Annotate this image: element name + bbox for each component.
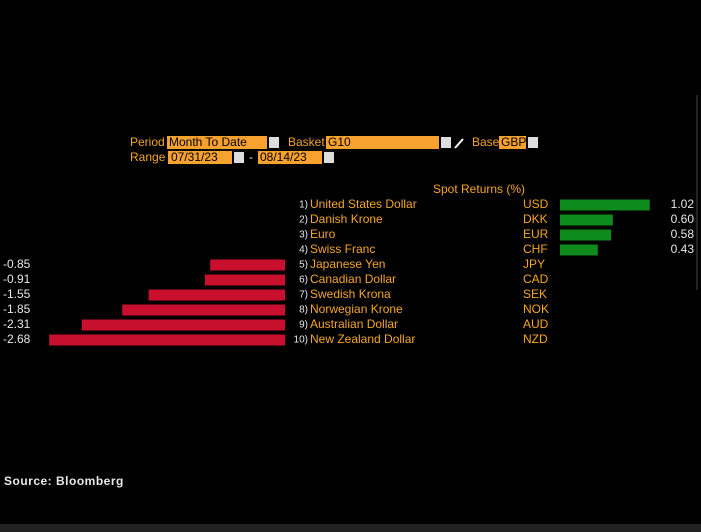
rank: 1) bbox=[299, 200, 308, 211]
status-bar bbox=[0, 524, 701, 532]
value-label: -1.55 bbox=[3, 287, 31, 301]
source: Source: Bloomberg bbox=[4, 474, 124, 488]
bar bbox=[49, 334, 285, 346]
value-label: -2.31 bbox=[3, 317, 31, 331]
calendar[interactable] bbox=[324, 152, 334, 163]
value-label: 1.02 bbox=[671, 197, 695, 211]
category-label: Norwegian Krone bbox=[310, 302, 403, 316]
value-label: 0.58 bbox=[671, 227, 695, 241]
category-label: Danish Krone bbox=[310, 212, 383, 226]
rank: 3) bbox=[299, 230, 308, 241]
rank: 4) bbox=[299, 245, 308, 256]
code-label: CAD bbox=[523, 272, 549, 286]
bar bbox=[560, 244, 598, 256]
category-label: Japanese Yen bbox=[310, 257, 385, 271]
period-value[interactable]: Month To Date bbox=[169, 135, 247, 149]
code-label: USD bbox=[523, 197, 549, 211]
edit-icon[interactable] bbox=[454, 138, 464, 149]
basket-label: Basket bbox=[288, 135, 325, 149]
basket-value[interactable]: G10 bbox=[328, 135, 351, 149]
range-start-input[interactable] bbox=[168, 151, 232, 164]
value-label: -1.85 bbox=[3, 302, 31, 316]
period-input[interactable] bbox=[167, 136, 267, 149]
value-label: 0.60 bbox=[671, 212, 695, 226]
dropdown[interactable] bbox=[441, 137, 451, 148]
rank: 8) bbox=[299, 305, 308, 316]
range-sep: - bbox=[249, 150, 253, 164]
dropdown[interactable] bbox=[269, 137, 279, 148]
rank: 9) bbox=[299, 320, 308, 331]
bar bbox=[560, 199, 650, 211]
bar bbox=[210, 259, 285, 271]
code-label: AUD bbox=[523, 317, 549, 331]
value-label: -2.68 bbox=[3, 332, 31, 346]
base-label: Base bbox=[472, 135, 500, 149]
dropdown[interactable] bbox=[528, 137, 538, 148]
category-label: Swedish Krona bbox=[310, 287, 391, 301]
rank: 2) bbox=[299, 215, 308, 226]
bar bbox=[148, 289, 285, 301]
value-label: -0.85 bbox=[3, 257, 31, 271]
value-label: -0.91 bbox=[3, 272, 31, 286]
range-label: Range bbox=[130, 150, 166, 164]
base-value[interactable]: GBP bbox=[501, 135, 526, 149]
range-end-input[interactable] bbox=[258, 151, 322, 164]
range-end[interactable]: 08/14/23 bbox=[260, 150, 307, 164]
bar bbox=[560, 229, 612, 241]
bar bbox=[81, 319, 285, 331]
code-label: DKK bbox=[523, 212, 548, 226]
category-label: Australian Dollar bbox=[310, 317, 398, 331]
basket-input[interactable] bbox=[326, 136, 439, 149]
rank: 10) bbox=[294, 335, 308, 346]
bar bbox=[122, 304, 285, 316]
code-label: NOK bbox=[523, 302, 549, 316]
code-label: CHF bbox=[523, 242, 548, 256]
base-input[interactable] bbox=[499, 136, 526, 149]
category-label: Canadian Dollar bbox=[310, 272, 396, 286]
period-label: Period bbox=[130, 135, 165, 149]
rank: 5) bbox=[299, 260, 308, 271]
category-label: United States Dollar bbox=[310, 197, 417, 211]
value-label: 0.43 bbox=[671, 242, 695, 256]
chart-title: Spot Returns (%) bbox=[433, 182, 525, 196]
range-start[interactable]: 07/31/23 bbox=[171, 150, 218, 164]
category-label: New Zealand Dollar bbox=[310, 332, 415, 346]
code-label: EUR bbox=[523, 227, 549, 241]
code-label: JPY bbox=[523, 257, 545, 271]
bar bbox=[204, 274, 285, 286]
rank: 7) bbox=[299, 290, 308, 301]
calendar[interactable] bbox=[234, 152, 244, 163]
rank: 6) bbox=[299, 275, 308, 286]
code-label: NZD bbox=[523, 332, 548, 346]
category-label: Swiss Franc bbox=[310, 242, 375, 256]
bar bbox=[560, 214, 613, 226]
category-label: Euro bbox=[310, 227, 336, 241]
code-label: SEK bbox=[523, 287, 547, 301]
